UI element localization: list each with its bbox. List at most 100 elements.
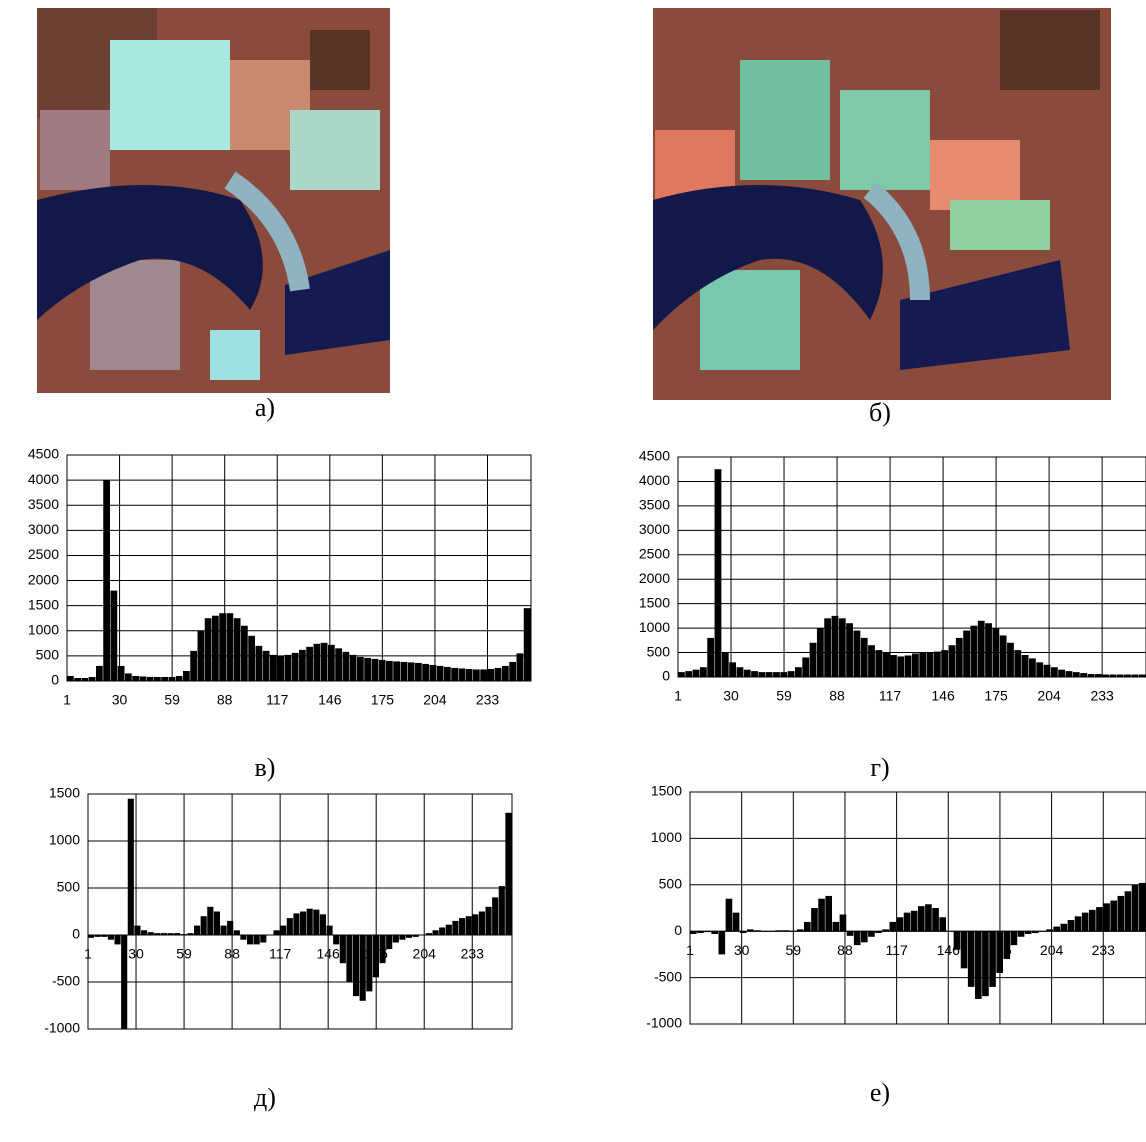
bar [444, 666, 451, 681]
bar [1053, 926, 1060, 932]
bar [912, 653, 919, 677]
bar [320, 642, 328, 681]
bar [1080, 673, 1087, 677]
bar [1058, 669, 1066, 677]
bar [714, 469, 722, 677]
bar [452, 920, 459, 935]
bar [498, 886, 505, 935]
bar [74, 677, 81, 681]
bar [896, 917, 904, 932]
bar [739, 931, 747, 934]
bar [985, 623, 992, 677]
bar [134, 925, 141, 935]
bar [473, 669, 480, 681]
x-tick-label: 233 [1092, 942, 1116, 958]
bar [451, 667, 458, 681]
x-tick-label: 1 [84, 946, 92, 962]
bar [154, 676, 161, 681]
bar [194, 925, 201, 935]
bar [809, 642, 817, 677]
bar [861, 931, 868, 943]
bar [127, 798, 134, 935]
bar [241, 625, 248, 681]
bar [1089, 909, 1096, 932]
y-tick-label: 1500 [49, 785, 80, 801]
bar [96, 665, 103, 681]
bar [1081, 912, 1089, 932]
panel-label: д) [254, 1083, 276, 1112]
bar [918, 906, 925, 932]
bar [751, 671, 758, 677]
x-tick-label: 30 [112, 692, 128, 708]
bar [94, 935, 101, 937]
bar [328, 644, 335, 681]
bar [146, 676, 154, 681]
y-tick-label: -500 [654, 968, 682, 984]
bar [465, 668, 473, 681]
bar [1131, 884, 1139, 932]
y-tick-label: 3500 [28, 496, 59, 512]
x-tick-label: 204 [423, 692, 447, 708]
x-tick-label: 1 [674, 688, 682, 704]
bar [253, 935, 260, 945]
y-tick-label: 1000 [49, 832, 80, 848]
bar [88, 935, 95, 938]
bar [101, 935, 108, 937]
bar [346, 935, 353, 982]
bar [953, 931, 961, 950]
bar [1074, 916, 1082, 932]
bar [458, 668, 466, 681]
bar [1096, 907, 1103, 932]
bar [982, 931, 989, 997]
bar [1021, 655, 1029, 677]
bar [678, 672, 685, 677]
bar [240, 935, 247, 940]
bar [1109, 674, 1117, 677]
bar [505, 812, 512, 935]
x-tick-label: 204 [413, 946, 437, 962]
bar [207, 906, 214, 935]
bar [487, 668, 495, 681]
satellite-image [653, 8, 1111, 400]
bar [371, 658, 379, 681]
bar [1060, 923, 1068, 932]
x-tick-label: 146 [316, 946, 340, 962]
bar [1110, 900, 1117, 932]
bar [147, 932, 154, 935]
bar [415, 662, 422, 681]
bar [1087, 674, 1095, 677]
bar [160, 933, 167, 935]
plot-frame [677, 456, 1146, 678]
bar [875, 931, 882, 934]
bar [200, 916, 207, 935]
bar [1094, 674, 1102, 677]
bar [725, 898, 733, 932]
bar [139, 676, 147, 681]
bar [260, 935, 267, 943]
x-tick-label: 30 [734, 942, 750, 958]
bar [765, 672, 773, 677]
bar [787, 671, 795, 677]
bar [502, 665, 509, 681]
bar [335, 648, 342, 681]
bar [204, 618, 212, 681]
bar [736, 667, 744, 677]
y-tick-label: 2500 [639, 545, 670, 561]
bar [412, 935, 419, 937]
bar [132, 675, 139, 681]
bar [422, 663, 429, 681]
plot-frame [66, 454, 532, 682]
bar [436, 665, 444, 681]
y-tick-label: 3500 [639, 497, 670, 513]
bar [280, 925, 287, 935]
bar [1117, 895, 1125, 932]
bar [183, 670, 190, 681]
bar [839, 914, 847, 932]
bar [967, 931, 975, 987]
bar [1124, 891, 1132, 932]
bar [400, 661, 408, 681]
bar [903, 912, 911, 932]
x-tick-label: 175 [984, 688, 1008, 704]
bar [1024, 931, 1032, 934]
